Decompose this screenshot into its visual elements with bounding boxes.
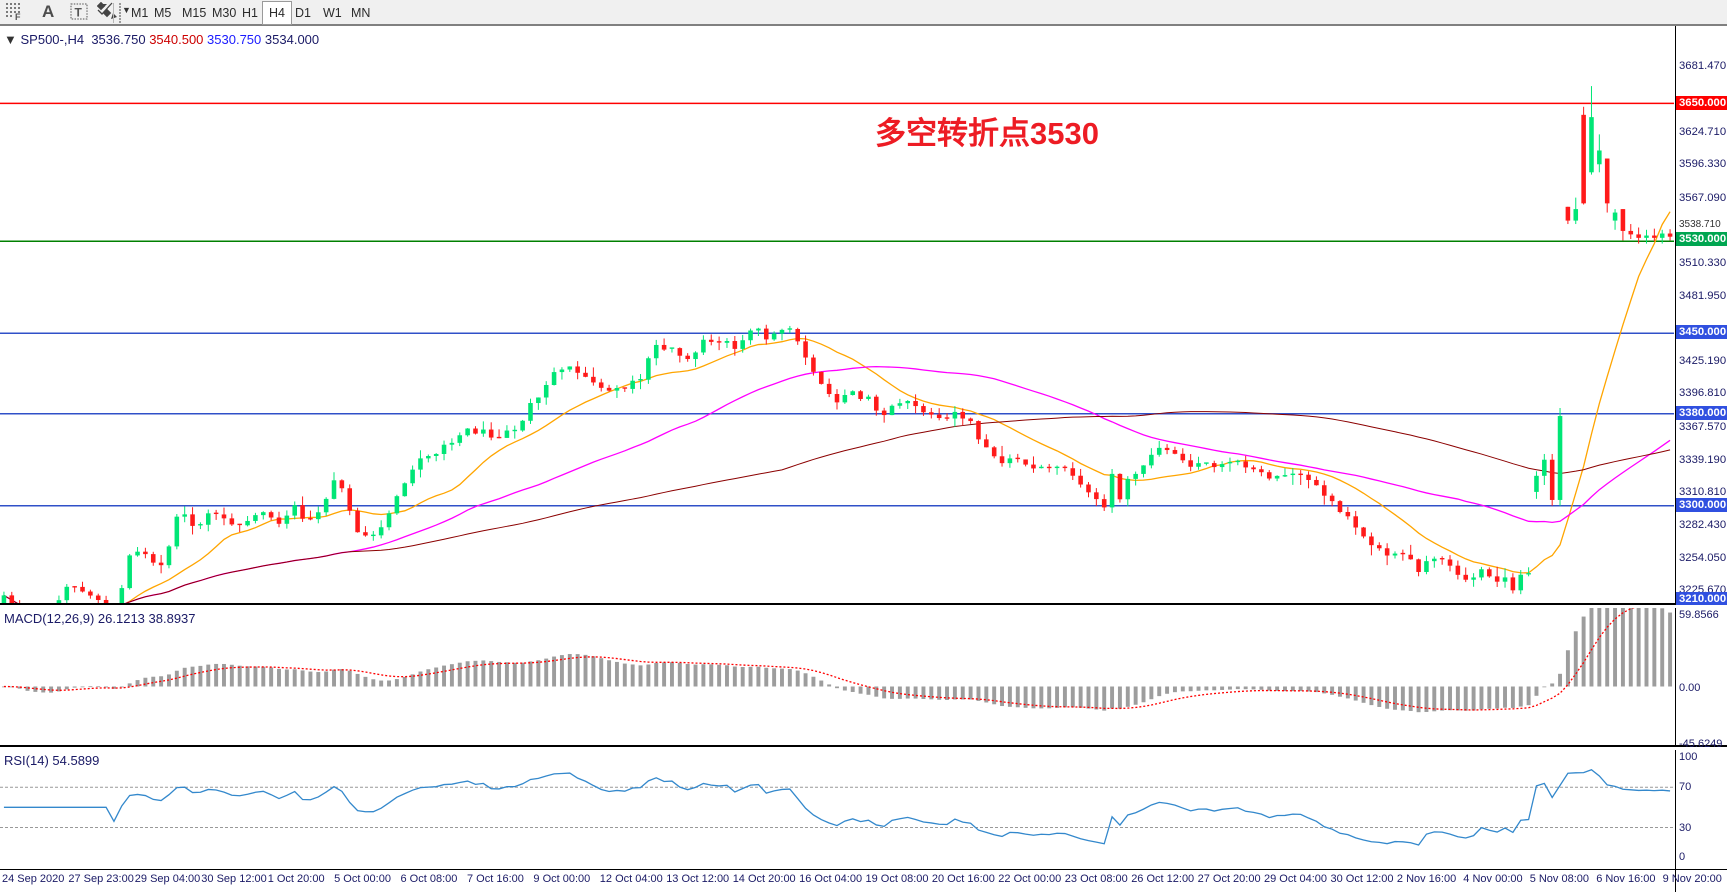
svg-text:T: T: [75, 6, 83, 20]
svg-text:F: F: [15, 12, 21, 21]
